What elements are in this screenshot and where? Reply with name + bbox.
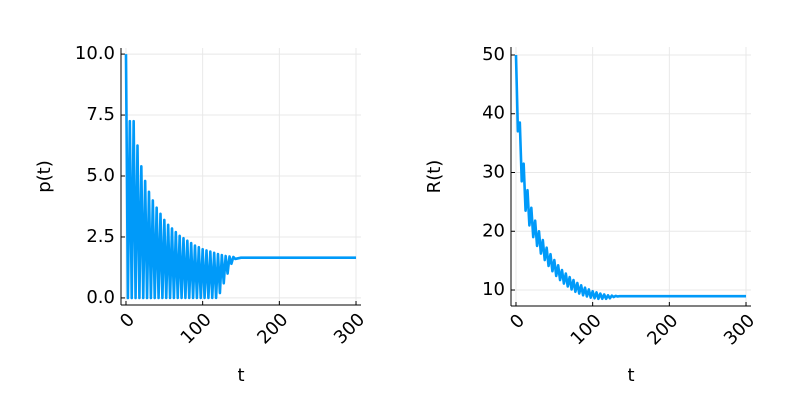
data-line [124,54,357,300]
data-line [514,54,747,301]
x-tick-label: 200 [643,310,682,349]
y-tick-label: 40 [482,103,505,124]
x-tick-label: 0 [116,309,139,332]
y-tick-label: 5.0 [86,165,115,186]
y-tick-label: 10.0 [75,43,115,64]
y-tick-label: 20 [482,220,505,241]
x-tick-label: 100 [567,310,606,349]
y-axis-label: R(t) [424,160,445,194]
y-tick-label: 2.5 [86,226,115,247]
y-tick-label: 0.0 [86,287,115,308]
y-tick-label: 10 [482,279,505,300]
y-tick-label: 30 [482,162,505,183]
x-axis-label: t [627,365,634,386]
x-tick-label: 300 [720,310,759,349]
y-tick-label: 50 [482,44,505,65]
x-tick-label: 200 [253,309,292,348]
x-tick-label: 100 [177,309,216,348]
y-tick-label: 7.5 [86,104,115,125]
x-tick-label: 0 [506,310,529,333]
y-axis-label: p(t) [34,160,55,193]
x-tick-label: 300 [330,309,369,348]
x-axis-label: t [237,365,244,386]
